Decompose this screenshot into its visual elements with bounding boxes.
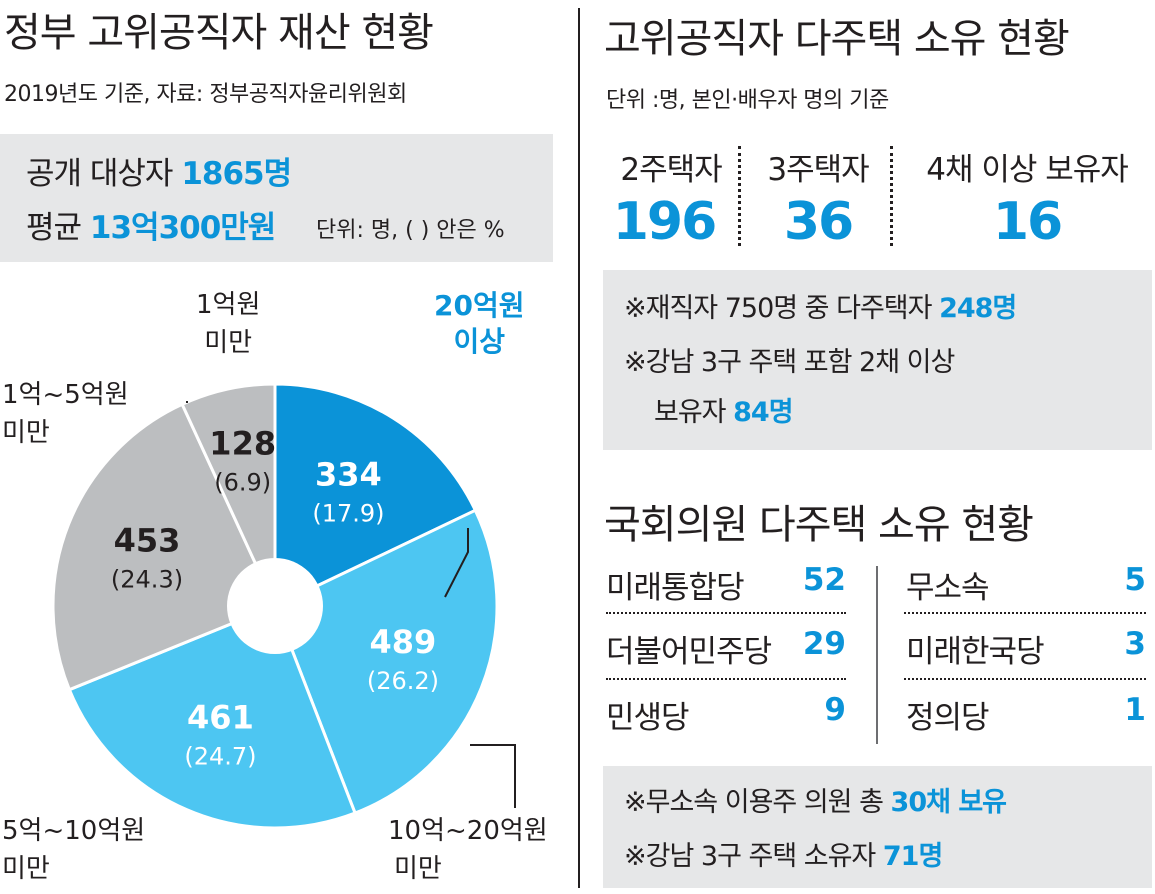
average-label: 평균 [26,210,82,246]
party-left-1-name: 더불어민주당 [606,634,772,670]
slice-percent-20-plus: (17.9) [312,500,384,528]
slice-value-5-10: 461 [187,698,254,736]
disclosed-label: 공개 대상자 [26,156,173,192]
slice-20-plus [273,382,478,609]
leader-line-10-20 [470,744,516,808]
party-left-0-value: 52 [802,562,846,598]
slice-value-10-20: 489 [370,623,437,661]
stat-divider-1 [738,146,741,246]
slice-value-1-5: 453 [114,521,181,559]
notes-box [603,270,1152,450]
party-right-2-name: 정의당 [906,700,990,736]
label-10-20-line2: 미만 [394,854,442,884]
note-b-text: ※강남 3구 주택 소유자 [624,841,876,872]
note-2-line1: ※강남 3구 주택 포함 2채 이상 [624,347,955,378]
left-title: 정부 고위공직자 재산 현황 [4,10,434,56]
label-10-20-line1: 10억~20억원 [388,816,548,846]
party-row-divider [606,612,846,614]
note-2-line2: 보유자 84명 [654,390,794,429]
slice-1-5 [51,402,278,692]
slice-percent-10-20: (26.2) [367,667,439,695]
panel-divider [578,8,580,888]
party-right-1-value: 3 [1124,626,1146,662]
label-5-10-line1: 5억~10억원 [2,816,146,846]
note-b-value: 71명 [882,841,943,872]
stat-value-2: 196 [612,192,718,252]
stat-value-3: 36 [783,192,854,252]
stat-value-4: 16 [992,192,1063,252]
label-20-plus: 20억원 이상 [434,288,525,360]
stat-label-4: 4채 이상 보유자 [926,152,1129,188]
slice-percent-5-10: (24.7) [184,742,256,770]
label-20-line1: 20억원 [434,289,525,322]
party-right-2-value: 1 [1124,692,1146,728]
right-subtitle: 단위 :명, 본인·배우자 명의 기준 [606,88,889,113]
stat-label-2: 2주택자 [620,152,722,188]
note-2-value: 84명 [733,397,793,428]
party-left-2-value: 9 [824,692,846,728]
label-5-10-line2: 미만 [2,854,50,884]
disclosed-row: 공개 대상자 1865명 [26,148,292,193]
donut-hole [227,558,323,654]
note-2-text: 보유자 [654,397,727,428]
label-5-10: 5억~10억원 미만 [2,812,145,888]
label-20-line2: 이상 [453,325,506,358]
note-1: ※재직자 750명 중 다주택자 248명 [624,286,1017,325]
leader-line-20 [444,528,469,598]
label-under-1: 1억원 미만 [196,286,260,362]
note-a: ※무소속 이용주 의원 총 30채 보유 [624,780,1007,819]
party-right-0-name: 무소속 [906,570,990,606]
left-subtitle: 2019년도 기준, 자료: 정부공직자윤리위원회 [4,82,407,107]
note-a-value: 30채 보유 [890,787,1007,818]
party-row-divider [606,678,846,680]
note-1-text: ※재직자 750명 중 다주택자 [624,293,932,324]
label-1-5-line2: 미만 [2,418,50,448]
donut-chart: 334 (17.9) 489 (26.2) 461 (24.7) 453 (24.3) 128 (… [51,382,516,830]
party-column-divider [876,566,878,744]
slice-under-1 [180,382,277,607]
unit-note: 단위: 명, ( ) 안은 % [316,218,505,243]
party-left-1-value: 29 [802,626,846,662]
note-a-text: ※무소속 이용주 의원 총 [624,787,884,818]
assembly-title: 국회의원 다주택 소유 현황 [604,502,1034,548]
party-row-divider [904,678,1146,680]
label-10-20: 10억~20억원 미만 [388,812,548,888]
label-1-5-line1: 1억~5억원 [2,380,129,410]
party-right-1-name: 미래한국당 [906,634,1045,670]
slice-value-20-plus: 334 [315,456,382,494]
party-left-0-name: 미래통합당 [606,570,745,606]
right-title: 고위공직자 다주택 소유 현황 [604,16,1070,62]
note-b: ※강남 3구 주택 소유자 71명 [624,834,943,873]
label-under-1-line1: 1억원 [196,290,261,320]
note-1-value: 248명 [939,293,1017,324]
stat-label-3: 3주택자 [767,152,869,188]
average-value: 13억300만원 [89,210,276,246]
slice-percent-1-5: (24.3) [111,565,183,593]
average-row: 평균 13억300만원 [26,202,276,247]
party-left-2-name: 민생당 [606,700,690,736]
party-right-0-value: 5 [1124,562,1146,598]
label-1-5: 1억~5억원 미만 [2,376,129,452]
slice-value-under-1: 128 [209,425,276,463]
summary-box [0,134,553,262]
slice-percent-under-1: (6.9) [214,469,271,497]
slice-10-20 [273,508,499,816]
disclosed-value: 1865명 [181,156,292,192]
stat-divider-2 [890,146,893,246]
notes2-box [603,766,1152,888]
label-under-1-line2: 미만 [204,328,253,358]
party-row-divider [904,612,1146,614]
